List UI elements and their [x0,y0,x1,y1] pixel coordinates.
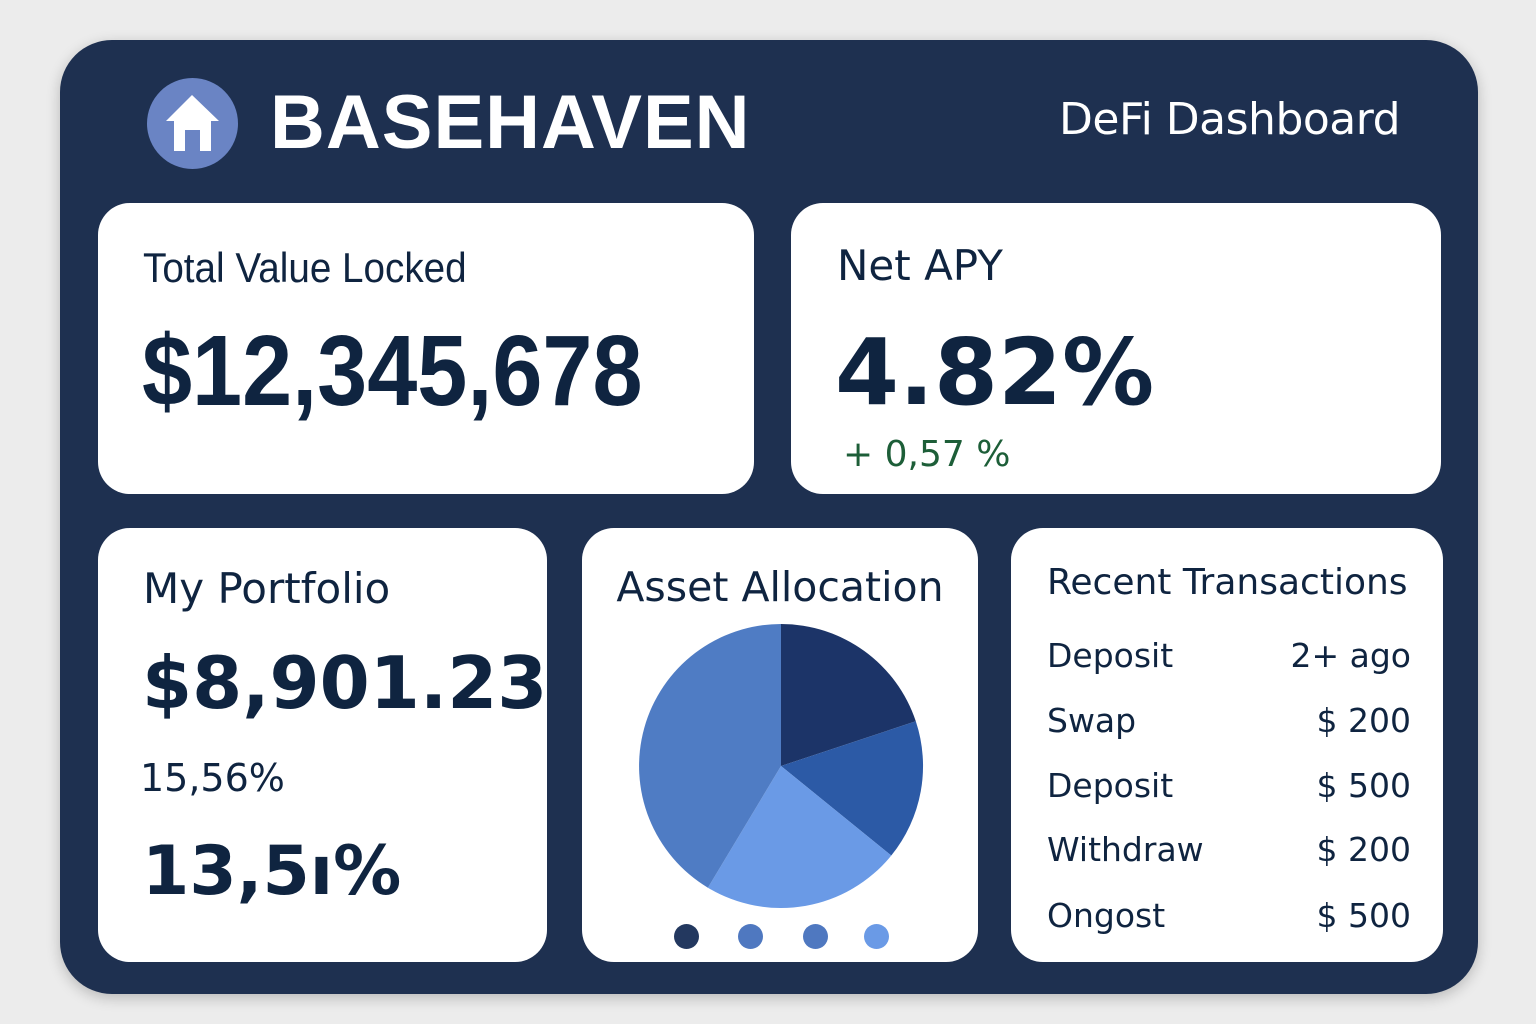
pie-slice-2 [781,721,924,856]
allocation-pie-chart[interactable] [582,528,978,962]
tvl-value: $12,345,678 [142,315,643,427]
portfolio-value: $8,901.23 [142,641,548,725]
transaction-type: Withdraw [1047,830,1204,869]
pie-slice-1 [781,624,916,766]
legend-marker-3[interactable] [803,924,828,949]
portfolio-change-2: 13,5ı% [142,832,402,911]
transaction-amount: 2+ ago [1290,636,1412,675]
transaction-row[interactable]: Swap $ 200 [1047,699,1411,743]
tvl-title: Total Value Locked [143,244,467,291]
transactions-title: Recent Transactions [1047,562,1408,603]
pie-slice-3 [707,766,892,908]
transaction-amount: $ 200 [1316,701,1411,740]
transaction-row[interactable]: Ongost $ 500 [1047,894,1411,938]
allocation-title: Asset Allocation [616,563,944,611]
tvl-card: Total Value Locked $12,345,678 [98,203,754,494]
apy-title: Net APY [837,241,1003,290]
apy-card: Net APY 4.82% + 0,57 % [791,203,1441,494]
logo[interactable] [147,78,238,169]
transaction-row[interactable]: Deposit $ 500 [1047,764,1411,808]
portfolio-title: My Portfolio [143,564,391,613]
portfolio-card: My Portfolio $8,901.23 15,56% 13,5ı% [98,528,547,962]
transaction-amount: $ 500 [1316,766,1411,805]
recent-transactions-card: Recent Transactions Deposit 2+ ago Swap … [1011,528,1443,962]
transaction-type: Ongost [1047,896,1166,935]
transaction-type: Deposit [1047,766,1174,805]
apy-change: + 0,57 % [843,434,1011,475]
transaction-row[interactable]: Deposit 2+ ago [1047,634,1411,678]
transaction-amount: $ 200 [1316,830,1411,869]
transaction-type: Deposit [1047,636,1174,675]
transaction-amount: $ 500 [1316,896,1411,935]
apy-value: 4.82% [835,319,1155,426]
legend-marker-2[interactable] [738,924,763,949]
pie-slice-4 [639,624,781,888]
portfolio-change-1: 15,56% [140,756,285,800]
legend-marker-1[interactable] [674,924,699,949]
transaction-type: Swap [1047,701,1137,740]
brand-name: BASEHAVEN [270,80,751,165]
page-subtitle: DeFi Dashboard [1059,94,1400,145]
asset-allocation-card: Asset Allocation [582,528,978,962]
transaction-row[interactable]: Withdraw $ 200 [1047,828,1411,872]
legend-marker-4[interactable] [864,924,889,949]
house-icon [166,95,219,151]
